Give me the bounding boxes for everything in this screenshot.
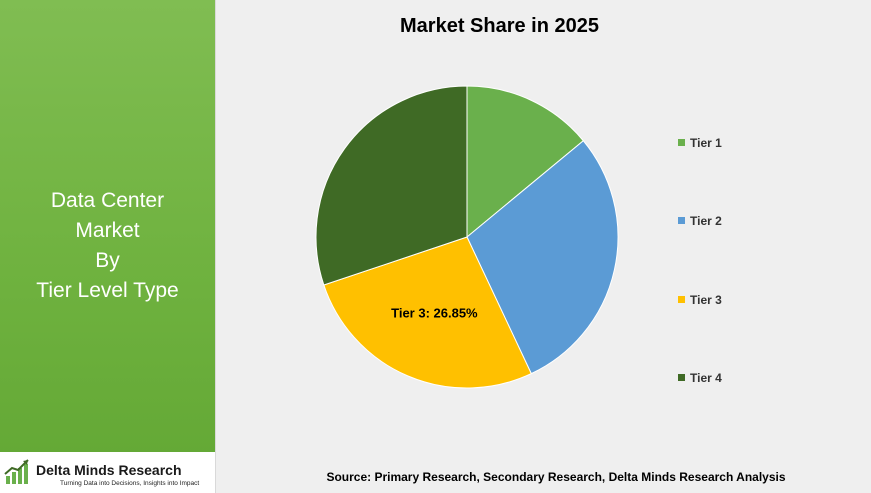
legend-swatch (678, 217, 685, 224)
panel-title-line-4: Tier Level Type (36, 279, 179, 302)
pie-slice-tier-4 (315, 85, 468, 286)
legend-label: Tier 4 (690, 371, 722, 385)
legend-swatch (678, 139, 685, 146)
panel-title: Data Center Market By Tier Level Type (0, 186, 215, 306)
source-note: Source: Primary Research, Secondary Rese… (326, 470, 786, 484)
legend-swatch (678, 374, 685, 381)
legend-label: Tier 3 (690, 293, 722, 307)
panel-title-line-1: Data Center (50, 189, 165, 212)
chart-area: Market Share in 2025 Tier 3: 26.85% Tier… (216, 0, 871, 493)
legend-item-tier-3: Tier 3 (678, 293, 722, 307)
logo-tagline: Turning Data into Decisions, Insights in… (60, 480, 200, 487)
legend-item-tier-4: Tier 4 (678, 371, 722, 385)
legend-swatch (678, 296, 685, 303)
legend-label: Tier 1 (690, 136, 722, 150)
panel-title-line-3: By (95, 249, 120, 272)
panel-title-line-2: Market (75, 219, 140, 242)
chart-title: Market Share in 2025 (400, 15, 599, 37)
pie-chart: Tier 3: 26.85% (315, 85, 619, 389)
data-label-tier-3: Tier 3: 26.85% (391, 305, 478, 320)
legend-label: Tier 2 (690, 214, 722, 228)
legend-item-tier-1: Tier 1 (678, 136, 722, 150)
logo: Delta Minds Research Turning Data into D… (0, 452, 215, 493)
pie-slice-tier-1 (466, 85, 585, 239)
pie-slice-tier-2 (466, 140, 619, 375)
legend-item-tier-2: Tier 2 (678, 214, 722, 228)
pie-slice-tier-3 (323, 236, 532, 389)
left-panel: Data Center Market By Tier Level Type De… (0, 0, 216, 493)
logo-name: Delta Minds Research (36, 462, 182, 478)
bar-chart-logo-icon (4, 459, 29, 484)
